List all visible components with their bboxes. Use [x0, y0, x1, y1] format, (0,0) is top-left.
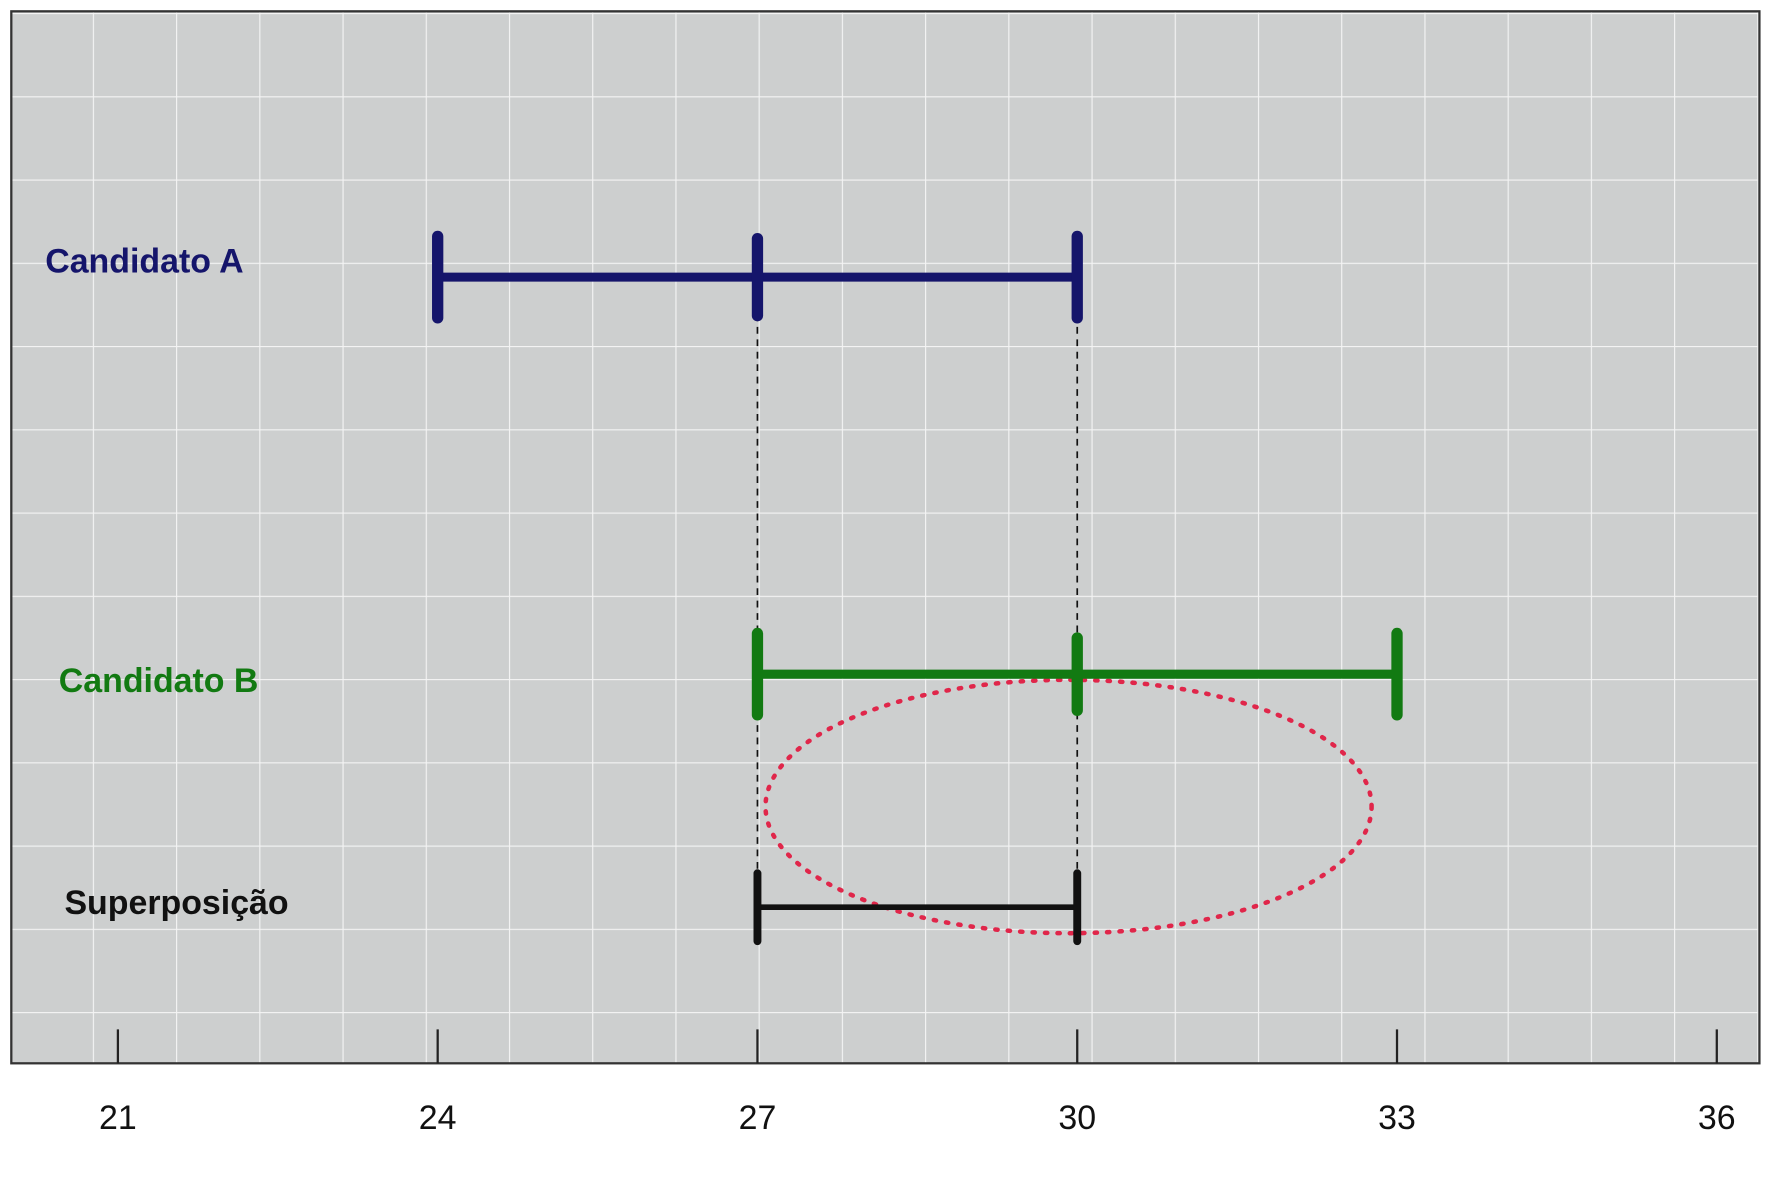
x-tick-label: 36 [1698, 1099, 1736, 1137]
marks: 21 24 27 30 33 36 Candidato A Candidato B Superp… [45, 230, 1736, 1137]
plot-area [10, 10, 1761, 1065]
row-label: Candidato B [59, 662, 259, 700]
overlap-highlight [763, 677, 1374, 936]
x-tick-label: 24 [419, 1099, 457, 1137]
x-tick-label: 33 [1378, 1099, 1416, 1137]
x-tick-label: 27 [739, 1099, 777, 1137]
row-label: Superposição [64, 884, 288, 922]
row-label: Candidato A [45, 243, 243, 281]
x-tick-label: 30 [1058, 1099, 1096, 1137]
x-tick-label: 21 [99, 1099, 137, 1137]
